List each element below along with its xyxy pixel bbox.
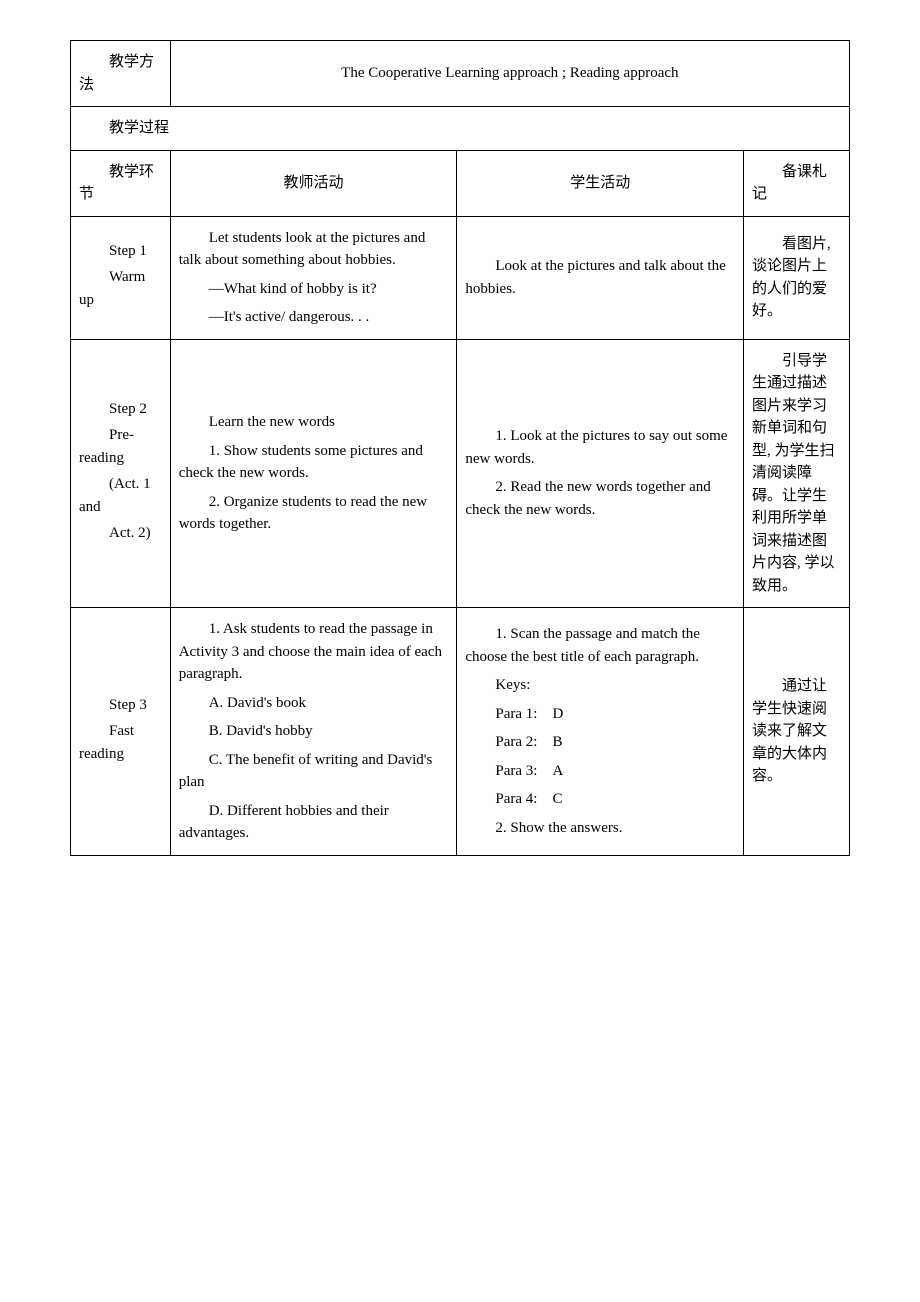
step1-name: Step 1 Warm up <box>71 216 171 339</box>
step1-teacher: Let students look at the pictures and ta… <box>170 216 457 339</box>
step2-sub4: Act. 2) <box>79 522 162 545</box>
step3-title: Step 3 <box>79 694 162 717</box>
step3-name: Step 3 Fast reading <box>71 608 171 856</box>
step2-student-p1: 1. Look at the pictures to say out some … <box>465 425 735 470</box>
step2-sub3: (Act. 1 and <box>79 473 162 518</box>
step3-student-p6: Para 4: C <box>465 788 735 811</box>
step3-teacher-p1: 1. Ask students to read the passage in A… <box>179 618 449 686</box>
step1-row: Step 1 Warm up Let students look at the … <box>71 216 850 339</box>
header-stage: 教学环节 <box>71 150 171 216</box>
step1-student-p1: Look at the pictures and talk about the … <box>465 255 735 300</box>
step3-teacher-p2: A. David's book <box>179 692 449 715</box>
step1-subtitle: Warm up <box>79 266 162 311</box>
step2-teacher-p1: Learn the new words <box>179 411 449 434</box>
step3-student-p4: Para 2: B <box>465 731 735 754</box>
step2-row: Step 2 Pre-reading (Act. 1 and Act. 2) L… <box>71 339 850 608</box>
header-notes: 备课札记 <box>744 150 850 216</box>
process-label: 教学过程 <box>71 107 850 151</box>
method-content: The Cooperative Learning approach ; Read… <box>170 41 849 107</box>
step3-notes: 通过让学生快速阅读来了解文章的大体内容。 <box>744 608 850 856</box>
step2-teacher-p3: 2. Organize students to read the new wor… <box>179 491 449 536</box>
step3-student-p2: Keys: <box>465 674 735 697</box>
step1-teacher-p3: —It's active/ dangerous. . . <box>179 306 449 329</box>
step3-student-p7: 2. Show the answers. <box>465 817 735 840</box>
step2-student: 1. Look at the pictures to say out some … <box>457 339 744 608</box>
step1-student: Look at the pictures and talk about the … <box>457 216 744 339</box>
step1-notes: 看图片, 谈论图片上的人们的爱好。 <box>744 216 850 339</box>
header-teacher: 教师活动 <box>170 150 457 216</box>
step2-title: Step 2 <box>79 398 162 421</box>
step3-student-p5: Para 3: A <box>465 760 735 783</box>
step2-name: Step 2 Pre-reading (Act. 1 and Act. 2) <box>71 339 171 608</box>
step2-subtitle: Pre-reading <box>79 424 162 469</box>
step3-student: 1. Scan the passage and match the choose… <box>457 608 744 856</box>
step3-student-p1: 1. Scan the passage and match the choose… <box>465 623 735 668</box>
step2-student-p2: 2. Read the new words together and check… <box>465 476 735 521</box>
step2-notes: 引导学生通过描述图片来学习新单词和句型, 为学生扫清阅读障碍。让学生利用所学单词… <box>744 339 850 608</box>
step3-teacher: 1. Ask students to read the passage in A… <box>170 608 457 856</box>
step3-teacher-p3: B. David's hobby <box>179 720 449 743</box>
header-student: 学生活动 <box>457 150 744 216</box>
step1-title: Step 1 <box>79 240 162 263</box>
step2-teacher: Learn the new words 1. Show students som… <box>170 339 457 608</box>
lesson-plan-table: 教学方法 The Cooperative Learning approach ;… <box>70 40 850 856</box>
step3-teacher-p5: D. Different hobbies and their advantage… <box>179 800 449 845</box>
method-label: 教学方法 <box>71 41 171 107</box>
step1-teacher-p2: —What kind of hobby is it? <box>179 278 449 301</box>
step1-teacher-p1: Let students look at the pictures and ta… <box>179 227 449 272</box>
step2-teacher-p2: 1. Show students some pictures and check… <box>179 440 449 485</box>
step3-teacher-p4: C. The benefit of writing and David's pl… <box>179 749 449 794</box>
teaching-method-row: 教学方法 The Cooperative Learning approach ;… <box>71 41 850 107</box>
step3-subtitle: Fast reading <box>79 720 162 765</box>
step3-student-p3: Para 1: D <box>465 703 735 726</box>
column-headers-row: 教学环节 教师活动 学生活动 备课札记 <box>71 150 850 216</box>
process-header-row: 教学过程 <box>71 107 850 151</box>
step3-row: Step 3 Fast reading 1. Ask students to r… <box>71 608 850 856</box>
